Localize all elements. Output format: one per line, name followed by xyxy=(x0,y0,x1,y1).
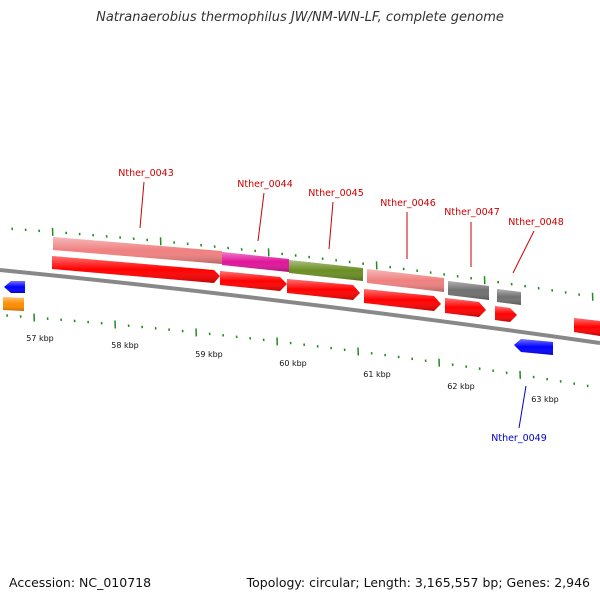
gene-label-nther-0044[interactable]: Nther_0044 xyxy=(237,179,293,190)
lower-tick-row xyxy=(6,313,589,388)
scale-labels: 57 kbp 58 kbp 59 kbp 60 kbp 61 kbp 62 kb… xyxy=(26,334,559,404)
label-leader-lines xyxy=(139,181,535,429)
topology-label: Topology: circular; Length: 3,165,557 bp… xyxy=(246,575,590,590)
gene-labels: Nther_0043 Nther_0044 Nther_0045 Nther_0… xyxy=(118,168,564,444)
scale-label-61-kbp: 61 kbp xyxy=(363,370,391,379)
reverse-cds-track xyxy=(3,281,553,355)
gene-label-nther-0049[interactable]: Nther_0049 xyxy=(491,433,547,444)
genome-title: Natranaerobius thermophilus JW/NM-WN-LF,… xyxy=(96,10,504,25)
gene-label-nther-0048[interactable]: Nther_0048 xyxy=(508,217,564,228)
gene-label-nther-0045[interactable]: Nther_0045 xyxy=(308,188,364,199)
gene-label-nther-0047[interactable]: Nther_0047 xyxy=(444,207,500,218)
scale-label-59-kbp: 59 kbp xyxy=(195,350,223,359)
scale-label-58-kbp: 58 kbp xyxy=(111,341,139,350)
upper-tick-row xyxy=(11,227,594,301)
scale-label-62-kbp: 62 kbp xyxy=(447,382,475,391)
genome-backbone xyxy=(0,268,600,345)
gene-label-nther-0043[interactable]: Nther_0043 xyxy=(118,168,174,179)
feature-track xyxy=(53,237,521,305)
scale-label-63-kbp: 63 kbp xyxy=(531,395,559,404)
forward-cds-track xyxy=(52,256,600,336)
accession-label: Accession: NC_010718 xyxy=(9,575,152,590)
scale-label-57-kbp: 57 kbp xyxy=(26,334,54,343)
gene-label-nther-0046[interactable]: Nther_0046 xyxy=(380,198,436,209)
scale-label-60-kbp: 60 kbp xyxy=(279,359,307,368)
